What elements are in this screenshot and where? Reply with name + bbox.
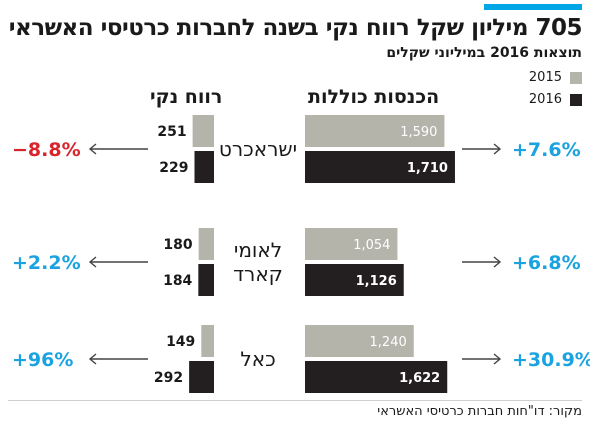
revenue-label-2015-0: 1,590 <box>400 125 437 140</box>
profit-change-2: +96% <box>12 349 73 371</box>
profit-bar-2015-1 <box>198 228 214 260</box>
profit-label-2015-0: 251 <box>157 124 186 140</box>
profit-arrow-head-0 <box>88 143 97 155</box>
revenue-bar-2016-0 <box>305 151 455 183</box>
revenue-bar-2015-1 <box>305 228 398 260</box>
revenue-bar-2016-2 <box>305 361 448 393</box>
legend-swatch-2016 <box>570 94 582 106</box>
legend-item-2016: 2016 <box>529 92 582 108</box>
revenue-label-2015-2: 1,240 <box>370 335 407 350</box>
column-header-net-profit: רווח נקי <box>150 86 223 108</box>
profit-bar-2016-1 <box>198 264 214 296</box>
company-label-2-line-0: כאל <box>240 347 275 371</box>
revenue-change-2: +30.9% <box>512 349 590 371</box>
source-note: מקור: דו"חות חברות כרטיסי האשראי <box>377 404 582 419</box>
profit-bar-2016-0 <box>194 151 214 183</box>
profit-bar-2016-2 <box>189 361 214 393</box>
legend-label-2015: 2015 <box>528 70 562 85</box>
profit-label-2016-2: 292 <box>154 370 183 386</box>
profit-arrow-head-2 <box>88 353 97 365</box>
accent-bar <box>484 4 582 10</box>
revenue-label-2015-1: 1,054 <box>353 238 390 253</box>
legend-item-2015: 2015 <box>529 70 582 86</box>
company-label-0-line-0: ישראכרט <box>219 137 297 161</box>
revenue-label-2016-0: 1,710 <box>407 161 448 176</box>
revenue-bar-2015-2 <box>305 325 414 357</box>
profit-arrow-head-1 <box>88 256 97 268</box>
revenue-label-2016-1: 1,126 <box>356 274 397 289</box>
company-label-1-line-0: לאומי <box>234 238 282 262</box>
legend-swatch-2015 <box>570 72 582 84</box>
revenue-bar-2015-0 <box>305 115 445 147</box>
source-separator <box>8 400 582 401</box>
profit-label-2015-2: 149 <box>166 334 195 350</box>
revenue-change-0: +7.6% <box>512 139 581 161</box>
revenue-arrow-head-1 <box>493 256 502 268</box>
profit-bar-2015-0 <box>192 115 214 147</box>
revenue-change-1: +6.8% <box>512 252 581 274</box>
profit-bar-2015-2 <box>201 325 214 357</box>
revenue-arrow-head-0 <box>493 143 502 155</box>
revenue-label-2016-2: 1,622 <box>399 371 440 386</box>
profit-label-2016-1: 184 <box>163 273 192 289</box>
legend-label-2016: 2016 <box>528 92 562 107</box>
column-header-total-revenue: הכנסות כוללות <box>308 86 440 108</box>
revenue-arrow-head-2 <box>493 353 502 365</box>
profit-change-0: −8.8% <box>12 139 81 161</box>
profit-label-2016-0: 229 <box>159 160 188 176</box>
profit-change-1: +2.2% <box>12 252 81 274</box>
chart-subtitle: תוצאות 2016 במיליוני שקלים <box>386 45 582 61</box>
chart-title: 705 מיליון שקל רווח נקי בשנה לחברות כרטי… <box>8 15 583 41</box>
profit-label-2015-1: 180 <box>163 237 192 253</box>
company-label-1-line-1: קארד <box>233 262 283 286</box>
revenue-bar-2016-1 <box>305 264 404 296</box>
